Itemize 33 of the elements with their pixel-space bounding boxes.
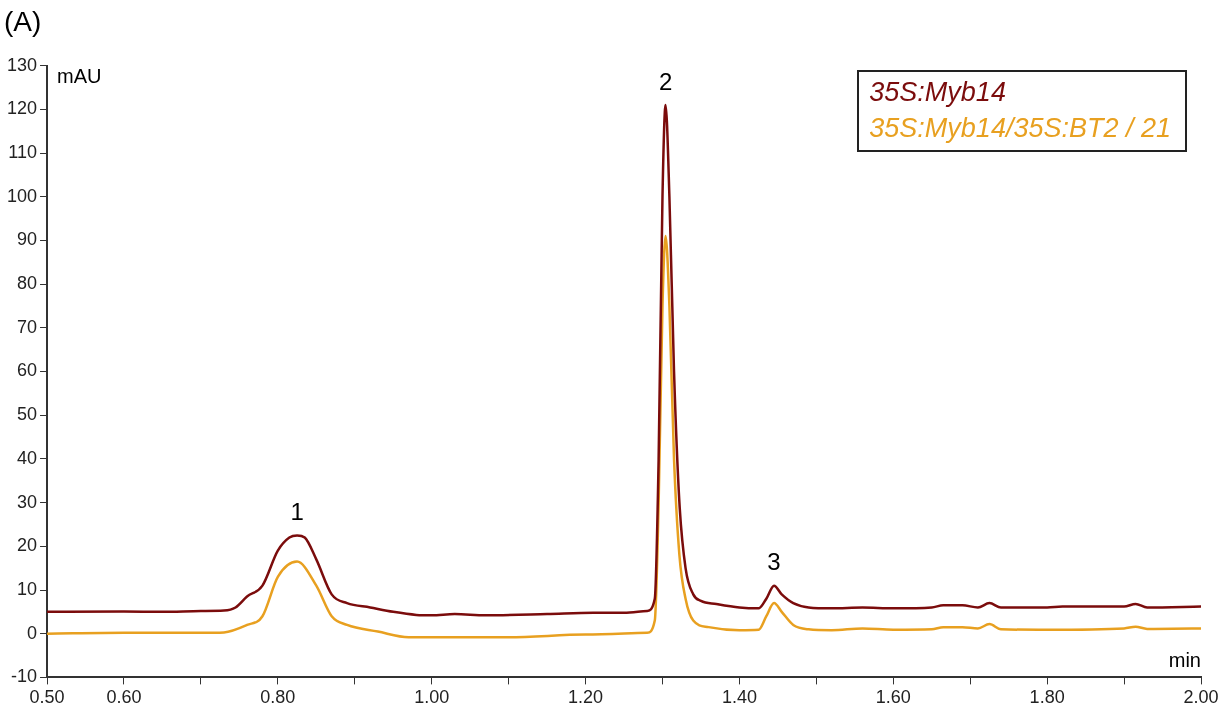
annotation: 3 bbox=[767, 548, 781, 576]
x-tick-label: 1.20 bbox=[568, 687, 604, 708]
annotation: 2 bbox=[658, 67, 673, 95]
x-tick-label: 0.50 bbox=[29, 687, 65, 708]
text: 35S:Myb14 bbox=[869, 76, 1007, 109]
y-tick-label: 110 bbox=[8, 141, 38, 162]
x-axis-title: min bbox=[1168, 648, 1201, 671]
y-tick-label: 90 bbox=[17, 229, 38, 250]
x-tick-label: 0.80 bbox=[260, 687, 296, 708]
y-tick-label: 30 bbox=[17, 491, 38, 512]
y-tick-label: 70 bbox=[17, 316, 38, 337]
y-tick-label: 120 bbox=[6, 98, 38, 119]
y-tick-label: 20 bbox=[17, 535, 38, 556]
y-tick-label: 50 bbox=[17, 404, 38, 425]
y-tick-label: -10 bbox=[11, 666, 38, 687]
chart-title: (A) bbox=[4, 5, 42, 37]
x-tick-label: 1.40 bbox=[721, 687, 757, 708]
y-axis-title: mAU bbox=[57, 65, 102, 88]
y-tick-label: 80 bbox=[17, 273, 38, 294]
y-tick-label: 40 bbox=[17, 447, 38, 468]
y-tick-label: 100 bbox=[6, 185, 38, 206]
text: 35S:Myb14/35S:BT2 / 21 bbox=[869, 112, 1171, 145]
line-series bbox=[47, 234, 1201, 639]
y-tick-label: 0 bbox=[27, 622, 38, 643]
x-tick-label: 1.00 bbox=[414, 687, 450, 708]
y-tick-label: 10 bbox=[17, 578, 38, 599]
y-tick-label: 60 bbox=[17, 360, 38, 381]
x-tick-label: 1.80 bbox=[1029, 687, 1065, 708]
y-tick-label: 130 bbox=[6, 54, 38, 75]
annotation: 1 bbox=[290, 498, 304, 525]
x-tick-label: 0.60 bbox=[106, 687, 142, 708]
x-tick-label: 1.60 bbox=[875, 687, 911, 708]
x-tick-label: 2.00 bbox=[1183, 687, 1219, 708]
